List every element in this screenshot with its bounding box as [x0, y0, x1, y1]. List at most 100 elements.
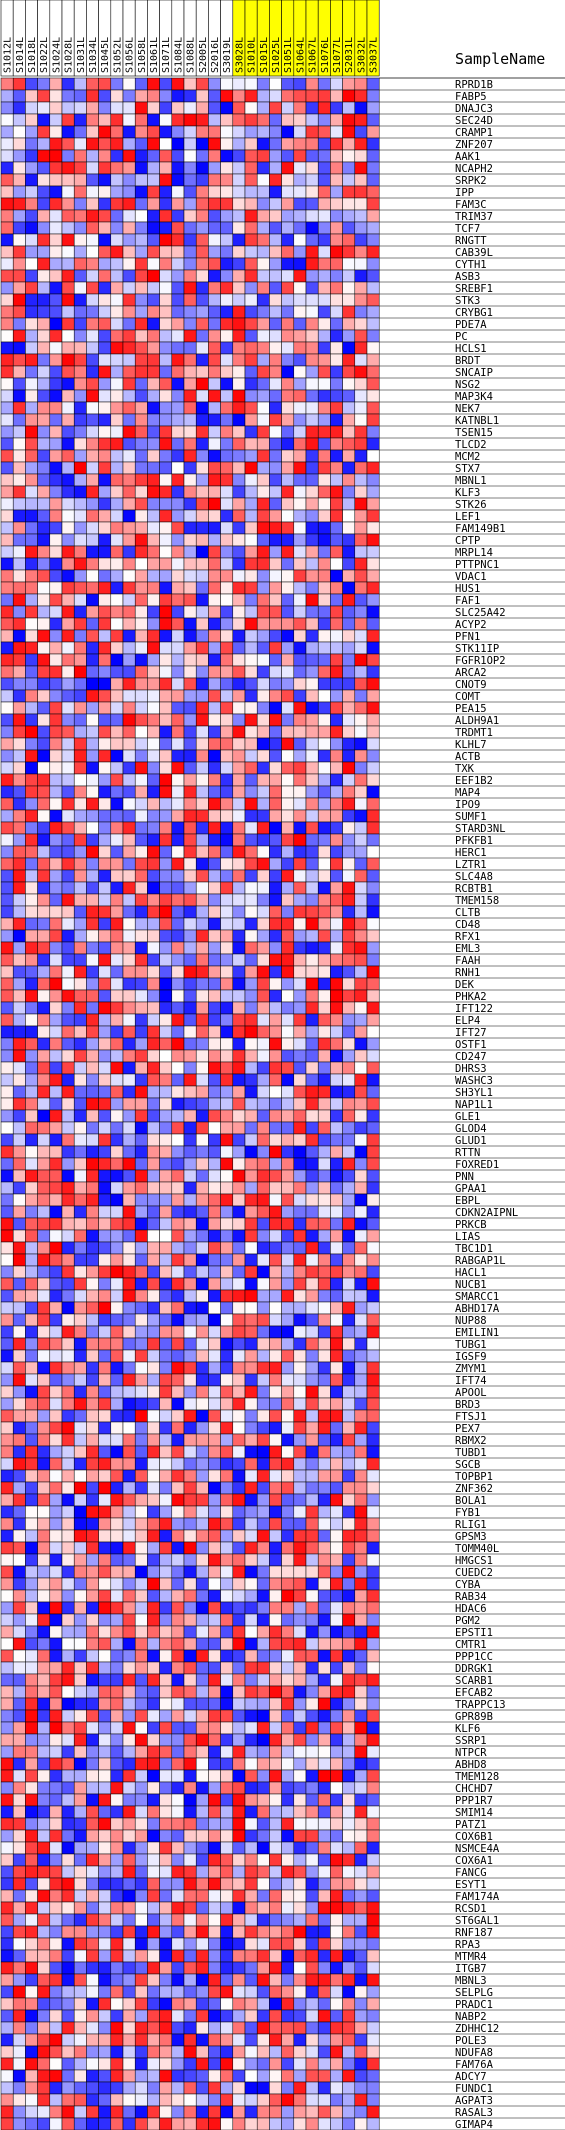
- heatmap-cell: [12, 281, 26, 295]
- heatmap-cell: [110, 1505, 124, 1519]
- heatmap-cell: [244, 1373, 258, 1387]
- heatmap-cell: [293, 365, 307, 379]
- heatmap-cell: [147, 1781, 160, 1795]
- heatmap-cell: [256, 365, 270, 379]
- heatmap-cell: [86, 533, 99, 547]
- heatmap-cell: [147, 1049, 160, 1063]
- heatmap-cell: [317, 1505, 331, 1519]
- heatmap-cell: [220, 245, 234, 259]
- heatmap-cell: [61, 605, 75, 619]
- heatmap-cell: [305, 1049, 319, 1063]
- heatmap-cell: [305, 1337, 319, 1351]
- heatmap-cell: [195, 809, 209, 823]
- heatmap-cell: [220, 1181, 234, 1195]
- heatmap-cell: [281, 293, 295, 307]
- heatmap-cell: [98, 965, 112, 979]
- heatmap-cell: [110, 593, 124, 607]
- heatmap-cell: [220, 893, 234, 907]
- heatmap-cell: [220, 341, 234, 355]
- heatmap-cell: [195, 1265, 209, 1279]
- heatmap-cell: [269, 1001, 282, 1015]
- heatmap-cell: [342, 365, 356, 379]
- heatmap-cell: [98, 233, 112, 247]
- heatmap-cell: [110, 413, 124, 427]
- heatmap-cell: [342, 1301, 356, 1315]
- heatmap-cell: [232, 1109, 246, 1123]
- heatmap-cell: [183, 281, 197, 295]
- heatmap-cell: [366, 1757, 380, 1771]
- heatmap-cell: [147, 557, 160, 571]
- heatmap-cell: [98, 1409, 112, 1423]
- heatmap-cell: [232, 1373, 246, 1387]
- heatmap-cell: [12, 989, 26, 1003]
- heatmap-cell: [61, 161, 75, 175]
- heatmap-cell: [98, 893, 112, 907]
- heatmap-cell: [195, 713, 209, 727]
- heatmap-cell: [147, 689, 160, 703]
- heatmap-cell: [73, 941, 87, 955]
- heatmap-cell: [232, 137, 246, 151]
- heatmap-cell: [317, 857, 331, 871]
- heatmap-cell: [73, 1637, 87, 1651]
- heatmap-cell: [73, 1421, 87, 1435]
- heatmap-cell: [269, 761, 282, 775]
- heatmap-cell: [256, 1853, 270, 1867]
- heatmap-cell: [73, 209, 87, 223]
- heatmap-cell: [0, 1373, 14, 1387]
- heatmap-cell: [147, 1325, 160, 1339]
- heatmap-cell: [134, 1733, 148, 1747]
- heatmap-cell: [61, 1649, 75, 1663]
- heatmap-cell: [86, 1073, 99, 1087]
- heatmap-cell: [49, 629, 63, 643]
- heatmap-cell: [232, 1073, 246, 1087]
- heatmap-cell: [134, 809, 148, 823]
- heatmap-cell: [49, 245, 63, 259]
- heatmap-cell: [293, 125, 307, 139]
- heatmap-cell: [49, 1613, 63, 1627]
- heatmap-cell: [269, 1865, 282, 1879]
- heatmap-cell: [49, 1793, 63, 1807]
- heatmap-cell: [147, 461, 160, 475]
- heatmap-cell: [281, 713, 295, 727]
- heatmap-cell: [330, 89, 343, 103]
- heatmap-cell: [330, 1757, 343, 1771]
- heatmap-cell: [98, 1133, 112, 1147]
- heatmap-cell: [110, 1685, 124, 1699]
- heatmap-cell: [342, 1721, 356, 1735]
- heatmap-cell: [293, 437, 307, 451]
- heatmap-cell: [354, 1661, 368, 1675]
- heatmap-cell: [49, 1169, 63, 1183]
- heatmap-cell: [37, 1325, 51, 1339]
- heatmap-cell: [86, 785, 99, 799]
- heatmap-cell: [122, 1337, 136, 1351]
- heatmap-cell: [37, 1541, 51, 1555]
- heatmap-cell: [73, 1445, 87, 1459]
- heatmap-cell: [159, 269, 173, 283]
- heatmap-cell: [269, 1229, 282, 1243]
- heatmap-cell: [37, 149, 51, 163]
- heatmap-cell: [0, 1589, 14, 1603]
- heatmap-cell: [366, 173, 380, 187]
- heatmap-cell: [220, 461, 234, 475]
- heatmap-cell: [305, 1841, 319, 1855]
- heatmap-cell: [195, 1613, 209, 1627]
- heatmap-cell: [256, 1037, 270, 1051]
- heatmap-cell: [37, 461, 51, 475]
- heatmap-cell: [317, 1601, 331, 1615]
- heatmap-cell: [159, 869, 173, 883]
- heatmap-cell: [208, 1433, 221, 1447]
- heatmap-cell: [244, 593, 258, 607]
- heatmap-cell: [86, 137, 99, 151]
- heatmap-cell: [354, 437, 368, 451]
- heatmap-cell: [147, 1973, 160, 1987]
- heatmap-cell: [232, 1565, 246, 1579]
- heatmap-cell: [293, 1841, 307, 1855]
- heatmap-cell: [183, 197, 197, 211]
- heatmap-cell: [269, 581, 282, 595]
- heatmap-cell: [317, 1097, 331, 1111]
- heatmap-cell: [98, 1673, 112, 1687]
- heatmap-cell: [61, 1769, 75, 1783]
- heatmap-cell: [281, 701, 295, 715]
- heatmap-cell: [208, 1805, 221, 1819]
- heatmap-cell: [354, 785, 368, 799]
